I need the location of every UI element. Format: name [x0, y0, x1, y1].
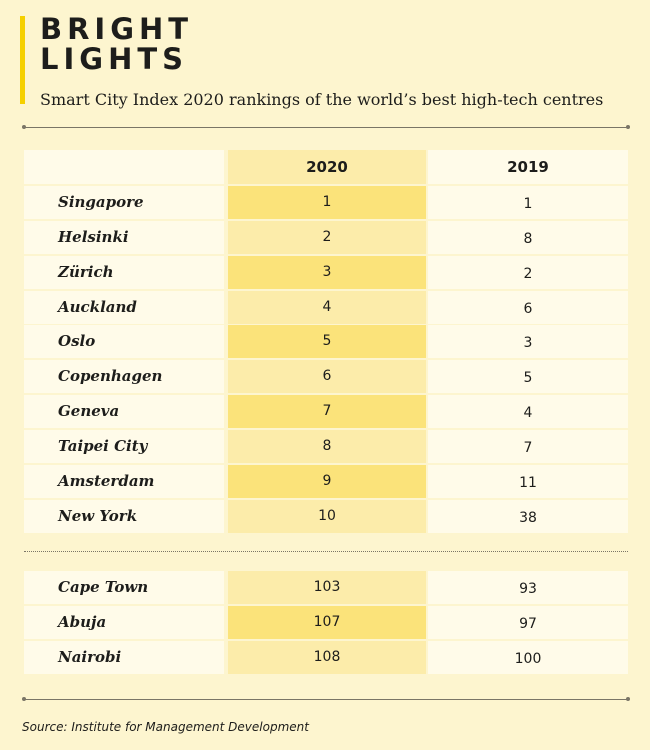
rank-2020: 1 — [228, 186, 426, 219]
rank-2020: 7 — [228, 395, 426, 428]
rank-2020: 107 — [228, 606, 426, 639]
rank-2020: 108 — [228, 641, 426, 674]
city-name: New York — [24, 500, 224, 533]
rank-2020: 2 — [228, 221, 426, 254]
rank-2019: 8 — [428, 221, 628, 254]
rank-2020: 5 — [228, 325, 426, 358]
table-row: Taipei City 8 7 — [24, 430, 628, 463]
rank-2019: 5 — [428, 360, 628, 393]
rank-2019: 2 — [428, 256, 628, 289]
rank-2020: 103 — [228, 571, 426, 604]
accent-bar — [20, 16, 25, 104]
rank-2019: 38 — [428, 500, 628, 533]
source-note: Source: Institute for Management Develop… — [22, 720, 309, 734]
rank-2020: 3 — [228, 256, 426, 289]
table-row: New York 10 38 — [24, 500, 628, 533]
rank-2019: 6 — [428, 291, 628, 324]
chart-subtitle: Smart City Index 2020 rankings of the wo… — [40, 90, 604, 109]
city-name: Cape Town — [24, 571, 224, 604]
table-row: Copenhagen 6 5 — [24, 360, 628, 393]
rank-2019: 4 — [428, 395, 628, 428]
column-header-2020: 2020 — [228, 150, 426, 184]
rank-2019: 1 — [428, 186, 628, 219]
city-name: Amsterdam — [24, 465, 224, 498]
city-name: Oslo — [24, 325, 224, 358]
rank-2020: 8 — [228, 430, 426, 463]
rank-2020: 4 — [228, 291, 426, 324]
rank-2020: 6 — [228, 360, 426, 393]
table-row: Abuja 107 97 — [24, 606, 628, 639]
table-row: Geneva 7 4 — [24, 395, 628, 428]
rank-2019: 93 — [428, 571, 628, 604]
table-row: Nairobi 108 100 — [24, 641, 628, 674]
rank-2019: 7 — [428, 430, 628, 463]
section-divider — [24, 551, 628, 552]
city-name: Helsinki — [24, 221, 224, 254]
chart-title: BRIGHT LIGHTS — [40, 12, 194, 76]
rank-2019: 97 — [428, 606, 628, 639]
rank-2020: 9 — [228, 465, 426, 498]
city-name: Singapore — [24, 186, 224, 219]
rank-2019: 11 — [428, 465, 628, 498]
table-row: Amsterdam 9 11 — [24, 465, 628, 498]
top-rule — [22, 125, 630, 129]
table-row: Auckland 4 6 — [24, 291, 628, 324]
table-row: Helsinki 2 8 — [24, 221, 628, 254]
table-row: Cape Town 103 93 — [24, 571, 628, 604]
rank-2019: 100 — [428, 641, 628, 674]
city-name: Abuja — [24, 606, 224, 639]
table-row: Oslo 5 3 — [24, 325, 628, 358]
city-name: Taipei City — [24, 430, 224, 463]
city-name: Zürich — [24, 256, 224, 289]
city-name: Nairobi — [24, 641, 224, 674]
column-header-2019: 2019 — [428, 150, 628, 184]
table-row: Zürich 3 2 — [24, 256, 628, 289]
table-row: Singapore 1 1 — [24, 186, 628, 219]
bottom-rule — [22, 697, 630, 701]
rank-2019: 3 — [428, 325, 628, 358]
header-blank-cell — [24, 150, 224, 184]
city-name: Geneva — [24, 395, 224, 428]
rank-2020: 10 — [228, 500, 426, 533]
city-name: Copenhagen — [24, 360, 224, 393]
city-name: Auckland — [24, 291, 224, 324]
